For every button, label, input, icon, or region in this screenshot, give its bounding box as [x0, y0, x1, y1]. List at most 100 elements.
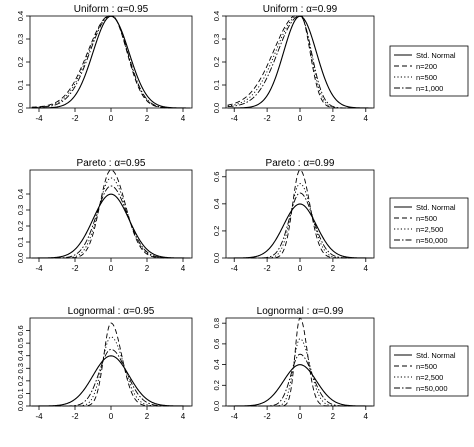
x-tick-label: -4: [231, 412, 239, 421]
y-tick-label: 0.1: [16, 237, 25, 247]
series-line-2: [227, 317, 373, 407]
series-line-3: [31, 336, 191, 407]
plot-frame: [29, 317, 193, 407]
y-tick-label: 0.4: [212, 359, 221, 369]
y-tick-label: 0.2: [212, 380, 221, 390]
panel-title: Lognormal : α=0.95: [68, 306, 155, 317]
x-tick-label: -2: [71, 412, 79, 421]
legend-label: n=1,000: [416, 84, 443, 93]
x-tick-label: -2: [264, 264, 272, 273]
x-tick-label: 0: [109, 264, 114, 273]
x-tick-label: 4: [181, 264, 186, 273]
x-tick-label: -2: [264, 114, 272, 123]
x-tick-label: 4: [181, 412, 186, 421]
y-tick-label: 0.0: [212, 253, 221, 263]
series-line-3: [227, 338, 373, 407]
y-tick-label: 0.0: [212, 103, 221, 113]
y-tick-label: 0.2: [16, 221, 25, 231]
y-tick-label: 0.2: [212, 226, 221, 236]
x-tick-label: -4: [35, 412, 43, 421]
panel-2: Uniform : α=0.99 -4 -2 0 2 4 0.0 0.1 0.2 0.3 0.4: [212, 4, 375, 123]
panel-5: Lognormal : α=0.95 -4 -2 0 2 4 0.0 0.1 0.2 0.3 0.4…: [16, 306, 193, 421]
legend-label: n=2,500: [416, 373, 443, 382]
y-tick-label: 0.2: [16, 57, 25, 67]
legend-label: Std. Normal: [416, 351, 456, 360]
y-tick-label: 0.3: [16, 363, 25, 373]
panel-title: Lognormal : α=0.99: [257, 306, 344, 317]
x-tick-label: -4: [231, 114, 239, 123]
y-tick-label: 0.1: [212, 80, 221, 90]
plot-frame: [29, 15, 193, 109]
plot-frame: [225, 15, 375, 109]
y-tick-label: 0.0: [16, 401, 25, 411]
series-line-4: [227, 353, 373, 407]
series-line-1: [31, 355, 191, 407]
legend-label: n=500: [416, 214, 437, 223]
x-tick-label: 2: [331, 114, 336, 123]
y-tick-label: 0.0: [16, 103, 25, 113]
legend-3: Std. Normal n=500 n=2,500 n=50,000: [389, 345, 469, 397]
plot-frame: [225, 317, 375, 407]
panel-title: Uniform : α=0.99: [263, 4, 338, 15]
x-tick-label: 2: [145, 114, 150, 123]
x-tick-label: 2: [145, 412, 150, 421]
x-tick-label: -4: [35, 114, 43, 123]
series-line-2: [31, 322, 191, 407]
x-tick-label: -4: [35, 264, 43, 273]
y-tick-label: 0.3: [212, 34, 221, 44]
x-tick-label: 4: [364, 412, 369, 421]
legend-box: [389, 345, 469, 397]
panel-title: Pareto : α=0.99: [266, 158, 335, 169]
x-tick-label: -4: [231, 264, 239, 273]
legend-label: n=50,000: [416, 384, 448, 393]
panel-title: Pareto : α=0.95: [77, 158, 146, 169]
y-tick-label: 0.1: [16, 80, 25, 90]
y-tick-label: 0.2: [16, 376, 25, 386]
panel-4: Pareto : α=0.99 -4 -2 0 2 4 0.0 0.2 0.4 0.6: [212, 158, 375, 273]
panel-3: Pareto : α=0.95 -4 -2 0 2 4 0.0 0.1 0.2 0.3 0.4: [16, 158, 193, 273]
y-tick-label: 0.4: [212, 11, 221, 21]
x-tick-label: 4: [364, 114, 369, 123]
panel-6: Lognormal : α=0.99 -4 -2 0 2 4 0.0 0.2 0.4 0.6 0.8: [212, 306, 375, 421]
y-tick-label: 0.0: [212, 401, 221, 411]
legend-label: n=500: [416, 362, 437, 371]
y-tick-label: 0.5: [16, 338, 25, 348]
plot-frame: [29, 169, 193, 259]
y-tick-label: 0.4: [16, 350, 25, 360]
x-tick-label: 4: [364, 264, 369, 273]
series-line-1: [227, 203, 373, 259]
y-tick-label: 0.8: [212, 318, 221, 328]
legend-label: n=500: [416, 73, 437, 82]
y-tick-label: 0.4: [16, 189, 25, 199]
series-line-3: [31, 177, 191, 259]
series-line-4: [31, 15, 191, 109]
series-line-4: [227, 192, 373, 259]
x-tick-label: 2: [331, 412, 336, 421]
series-line-2: [227, 15, 373, 109]
y-tick-label: 0.2: [212, 57, 221, 67]
x-tick-label: 2: [145, 264, 150, 273]
series-line-1: [31, 193, 191, 259]
y-tick-label: 0.4: [16, 11, 25, 21]
series-line-4: [227, 15, 373, 109]
x-tick-label: 0: [298, 114, 303, 123]
series-line-2: [31, 169, 191, 259]
y-tick-label: 0.6: [212, 172, 221, 182]
x-tick-label: 4: [181, 114, 186, 123]
x-tick-label: 0: [298, 412, 303, 421]
series-line-1: [31, 15, 191, 109]
legend-label: Std. Normal: [416, 203, 456, 212]
y-tick-label: 0.6: [16, 325, 25, 335]
x-tick-label: -2: [71, 114, 79, 123]
legend-label: Std. Normal: [416, 51, 456, 60]
legend-label: n=200: [416, 62, 437, 71]
legend-1: Std. Normal n=200 n=500 n=1,000: [389, 45, 469, 97]
legend-2: Std. Normal n=500 n=2,500 n=50,000: [389, 197, 469, 249]
series-line-3: [227, 183, 373, 259]
y-tick-label: 0.4: [212, 199, 221, 209]
y-tick-label: 0.6: [212, 339, 221, 349]
x-tick-label: 0: [298, 264, 303, 273]
series-line-4: [31, 348, 191, 407]
legend-label: n=50,000: [416, 236, 448, 245]
y-tick-label: 0.0: [16, 253, 25, 263]
